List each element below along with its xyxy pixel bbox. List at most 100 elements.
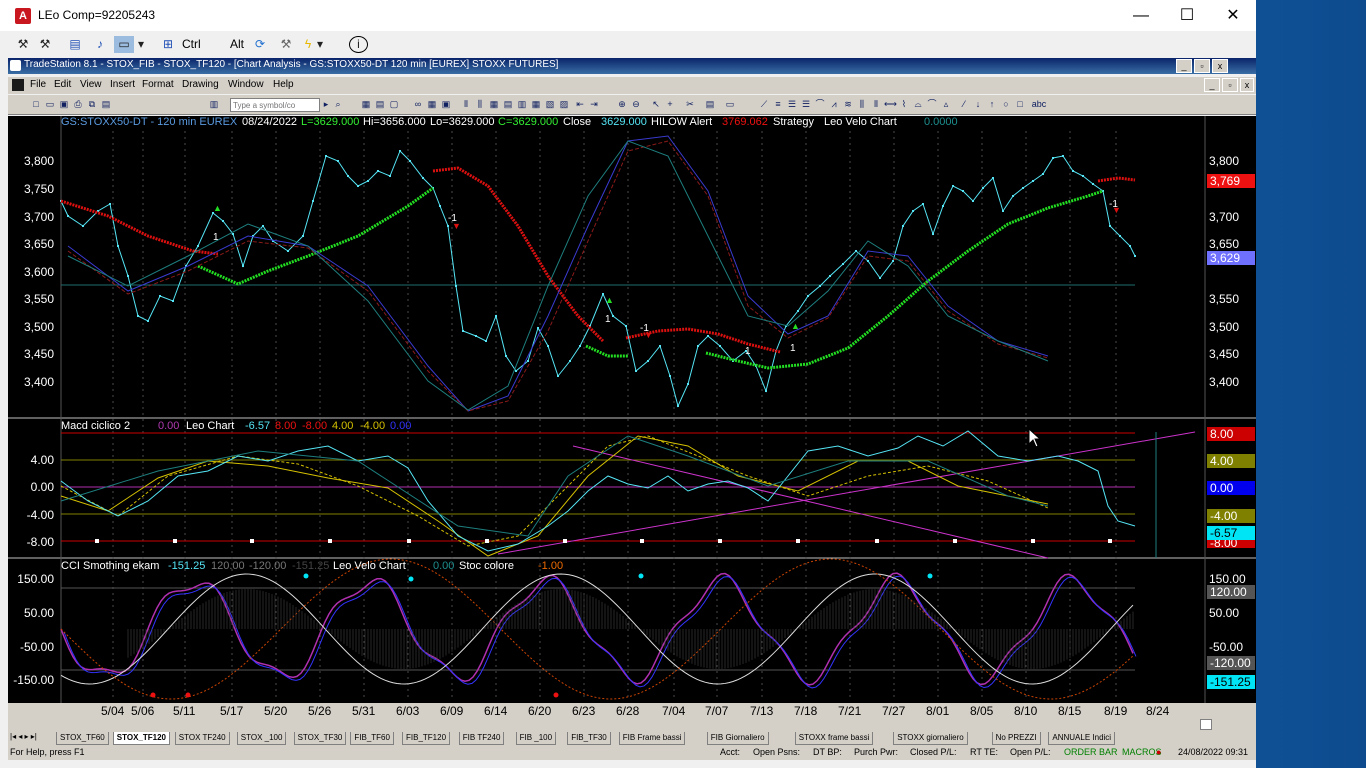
showme-icon[interactable]: ▦	[531, 99, 541, 109]
zoom-out-icon[interactable]: ⊖	[632, 99, 640, 109]
pitchfork-icon[interactable]: ⟷	[884, 99, 897, 109]
circle-arc-icon[interactable]: ⌒	[927, 99, 937, 109]
scroll-right-icon[interactable]: ⇥	[590, 99, 598, 109]
menu-insert[interactable]: Insert	[110, 79, 136, 90]
child-close-button[interactable]: x	[1240, 78, 1254, 92]
chevron-right-icon[interactable]: ▸	[323, 99, 329, 109]
link-icon[interactable]: ∞	[414, 99, 422, 109]
rectangle-icon[interactable]: □	[1017, 99, 1023, 109]
tools-icon[interactable]: ✂	[686, 99, 694, 109]
info-icon[interactable]: i	[349, 36, 368, 53]
workspace-icon[interactable]: ▣	[59, 99, 69, 109]
child-minimize-button[interactable]: _	[1204, 78, 1220, 92]
activity-icon[interactable]: ▨	[559, 99, 569, 109]
sheet-tab[interactable]: STOX_TF30	[293, 732, 347, 745]
sheet-tab[interactable]: FIB TF240	[458, 732, 505, 745]
mdi-restore-button[interactable]: ▫	[1194, 59, 1210, 73]
trade-icon[interactable]: ⚒	[17, 37, 29, 51]
vertical-line-icon[interactable]: ⫼	[859, 99, 865, 109]
menu-window[interactable]: Window	[228, 79, 264, 90]
arrow-up-icon[interactable]: ↑	[989, 99, 995, 109]
ctrl-button[interactable]: Ctrl	[182, 37, 201, 51]
chart-icon[interactable]: ▥	[209, 99, 219, 109]
probability-icon[interactable]: ▧	[545, 99, 555, 109]
menu-view[interactable]: View	[80, 79, 102, 90]
paste-icon[interactable]: ▤	[101, 99, 111, 109]
draw-line-icon[interactable]: ⁄	[963, 99, 965, 109]
window-icon[interactable]: ▢	[389, 99, 399, 109]
sheet-tab[interactable]: FIB_TF30	[567, 732, 611, 745]
alt-button[interactable]: Alt	[230, 37, 245, 51]
text-icon[interactable]: abc	[1031, 99, 1047, 109]
fib-icon[interactable]: ☰	[801, 99, 811, 109]
trade-bar-icon[interactable]: ⚒	[39, 37, 51, 51]
speaker-icon[interactable]: ♪	[97, 37, 103, 51]
sheet-tab[interactable]: ANNUALE Indici	[1048, 732, 1116, 745]
strategy-icon[interactable]: ▤	[503, 99, 513, 109]
sheet-tab[interactable]: FIB _100	[515, 732, 557, 745]
sheet-tab[interactable]: STOXX frame bassi	[794, 732, 874, 745]
close-button[interactable]: ✕	[1226, 7, 1240, 24]
arc-icon[interactable]: ⌒	[815, 99, 825, 109]
regression-icon[interactable]: ▵	[943, 99, 949, 109]
lightning-icon[interactable]: ϟ	[304, 37, 312, 51]
crosshair-icon[interactable]: ⊞	[162, 37, 174, 51]
horizontal-scrollbar[interactable]	[8, 718, 1256, 731]
horizontal-line-icon[interactable]: ≡	[775, 99, 781, 109]
indicator-icon[interactable]: ▦	[489, 99, 499, 109]
pointer-icon[interactable]: ↖	[652, 99, 660, 109]
sheet-tab[interactable]: STOX_TF120	[112, 732, 171, 745]
menu-help[interactable]: Help	[273, 79, 294, 90]
refresh-icon[interactable]: ⟳	[254, 37, 266, 51]
chart-area[interactable]: ▲ ▼ ▲ ▼ ▲ ▼ GS:STOXX50-DT - 120 min EUREX 08/…	[8, 116, 1256, 703]
new-icon[interactable]: □	[33, 99, 39, 109]
symbol-input[interactable]	[230, 98, 320, 112]
trade-icon[interactable]: ▤	[705, 99, 715, 109]
crosshair-icon[interactable]: +	[667, 99, 673, 109]
data-icon[interactable]: ▣	[441, 99, 451, 109]
sheet-tab[interactable]: No PREZZI	[991, 732, 1041, 745]
order-icon[interactable]: ▭	[725, 99, 735, 109]
paintbar-icon[interactable]: ▥	[517, 99, 527, 109]
bars-icon[interactable]: ⫴	[464, 99, 468, 109]
channel-icon[interactable]: ☰	[787, 99, 797, 109]
mdi-minimize-button[interactable]: _	[1176, 59, 1192, 73]
child-restore-button[interactable]: ▫	[1222, 78, 1238, 92]
sheet-tab[interactable]: STOXX giornaliero	[893, 732, 968, 745]
status-order-bar[interactable]: ORDER BAR	[1064, 747, 1118, 757]
open-icon[interactable]: ▭	[45, 99, 55, 109]
find-symbol-icon[interactable]: ⌕	[335, 99, 341, 109]
menu-drawing[interactable]: Drawing	[182, 79, 219, 90]
zoom-in-icon[interactable]: ⊕	[618, 99, 626, 109]
minimize-button[interactable]: —	[1133, 7, 1149, 24]
sheet-tab[interactable]: FIB Giornaliero	[706, 732, 769, 745]
chevron-down-icon[interactable]: ▾	[137, 37, 145, 51]
sheet-tab[interactable]: FIB_TF120	[402, 732, 451, 745]
arrow-down-icon[interactable]: ↓	[975, 99, 981, 109]
scroll-thumb[interactable]	[1200, 719, 1212, 730]
trendline-icon[interactable]: ⟋	[760, 99, 768, 109]
gann-icon[interactable]: ≋	[844, 99, 852, 109]
sheet-icon[interactable]: ▦	[427, 99, 437, 109]
sheet-tab[interactable]: FIB_TF60	[350, 732, 394, 745]
sheet-tab[interactable]: FIB Frame bassi	[618, 732, 686, 745]
sheet-tab[interactable]: STOX _100	[236, 732, 287, 745]
sheet-tab[interactable]: STOX_TF60	[56, 732, 109, 745]
fan-icon[interactable]: ⌓	[914, 99, 922, 109]
menu-format[interactable]: Format	[142, 79, 174, 90]
hammer-icon[interactable]: ⚒	[280, 37, 292, 51]
menu-edit[interactable]: Edit	[54, 79, 72, 90]
ellipse-icon[interactable]: ○	[1003, 99, 1009, 109]
screen-icon[interactable]: ▭	[114, 36, 134, 53]
scroll-left-icon[interactable]: ⇤	[576, 99, 584, 109]
menu-file[interactable]: File	[30, 79, 47, 90]
fib-time-icon[interactable]: ⌇	[901, 99, 907, 109]
print-icon[interactable]: ⎙	[74, 99, 82, 109]
status-macros[interactable]: MACROS	[1122, 747, 1162, 757]
mdi-close-button[interactable]: x	[1212, 59, 1228, 73]
speed-line-icon[interactable]: ⩘	[831, 99, 837, 109]
tab-nav-arrows[interactable]: |◂ ◂ ▸ ▸|	[10, 732, 37, 741]
grid-icon[interactable]: ▦	[361, 99, 371, 109]
cycle-icon[interactable]: ⫴	[874, 99, 878, 109]
layout-icon[interactable]: ▤	[375, 99, 385, 109]
